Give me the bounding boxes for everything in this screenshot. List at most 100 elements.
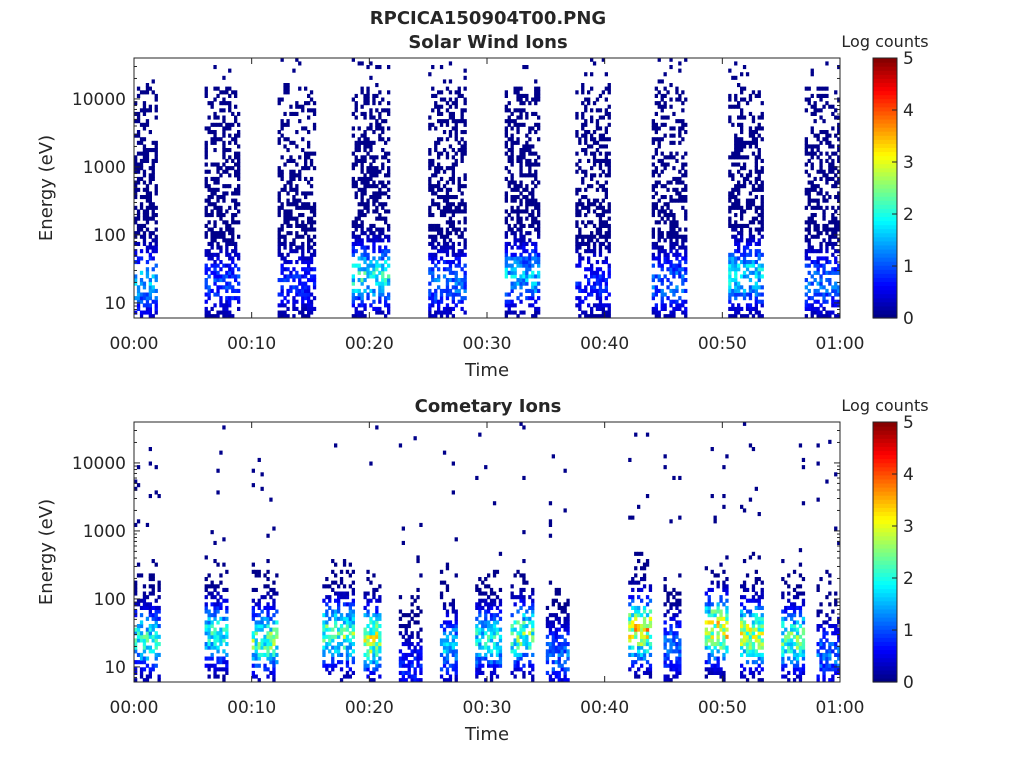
heatmap-cell <box>357 314 361 319</box>
heatmap-cell <box>737 198 741 203</box>
heatmap-cell <box>366 263 370 268</box>
heatmap-cell <box>351 591 355 596</box>
heatmap-cell <box>363 278 367 283</box>
heatmap-cell <box>339 660 344 665</box>
heatmap-cell <box>134 296 138 301</box>
heatmap-cell <box>510 126 514 131</box>
heatmap-cell <box>545 652 550 657</box>
heatmap-cell <box>487 605 491 610</box>
heatmap-cell <box>731 314 735 319</box>
heatmap-cell <box>684 260 688 265</box>
heatmap-cell <box>519 231 523 236</box>
heatmap-cell <box>445 678 450 683</box>
heatmap-cell <box>207 101 211 106</box>
heatmap-cell <box>525 115 529 120</box>
heatmap-cell <box>407 645 411 650</box>
heatmap-cell <box>510 187 514 192</box>
heatmap-cell <box>351 627 355 632</box>
heatmap-cell <box>531 678 535 683</box>
heatmap-cell <box>228 296 232 301</box>
heatmap-cell <box>269 627 273 632</box>
heatmap-cell <box>757 292 761 297</box>
heatmap-cell <box>237 252 241 257</box>
heatmap-cell <box>154 144 158 149</box>
heatmap-cell <box>280 270 284 275</box>
heatmap-cell <box>445 249 450 254</box>
heatmap-cell <box>592 314 597 319</box>
heatmap-cell <box>528 223 532 228</box>
heatmap-cell <box>525 198 529 203</box>
heatmap-cell <box>351 598 355 603</box>
heatmap-cell <box>516 115 520 120</box>
heatmap-cell <box>663 115 667 120</box>
heatmap-cell <box>581 83 585 88</box>
colorbar-segment <box>873 253 897 258</box>
heatmap-cell <box>257 457 261 462</box>
heatmap-cell <box>813 234 817 239</box>
heatmap-cell <box>410 595 414 600</box>
heatmap-cell <box>478 609 482 614</box>
heatmap-cell <box>681 166 685 171</box>
heatmap-cell <box>740 231 744 236</box>
heatmap-cell <box>136 180 141 185</box>
heatmap-cell <box>531 270 535 275</box>
heatmap-cell <box>283 86 287 91</box>
heatmap-cell <box>463 122 467 127</box>
heatmap-cell <box>378 90 382 95</box>
heatmap-cell <box>213 148 217 153</box>
heatmap-cell <box>537 180 541 185</box>
heatmap-cell <box>234 115 238 120</box>
heatmap-cell <box>584 205 588 210</box>
heatmap-cell <box>448 645 453 650</box>
heatmap-cell <box>366 656 370 661</box>
heatmap-cell <box>277 169 281 174</box>
heatmap-cell <box>737 184 741 189</box>
heatmap-cell <box>669 267 673 272</box>
heatmap-cell <box>207 220 211 225</box>
heatmap-cell <box>807 86 811 91</box>
heatmap-cell <box>413 598 417 603</box>
heatmap-cell <box>560 652 564 657</box>
heatmap-cell <box>375 173 379 178</box>
heatmap-cell <box>819 115 823 120</box>
heatmap-cell <box>410 660 414 665</box>
heatmap-cell <box>272 634 276 639</box>
heatmap-cell <box>286 252 290 257</box>
heatmap-cell <box>301 213 305 218</box>
heatmap-cell <box>304 231 308 236</box>
heatmap-cell <box>651 137 655 142</box>
heatmap-cell <box>134 667 138 672</box>
heatmap-cell <box>345 656 350 661</box>
heatmap-cell <box>513 642 517 647</box>
heatmap-cell <box>325 577 329 582</box>
heatmap-cell <box>595 274 600 279</box>
heatmap-cell <box>372 115 376 120</box>
heatmap-cell <box>557 670 561 675</box>
heatmap-cell <box>519 587 523 592</box>
heatmap-cell <box>757 249 761 254</box>
heatmap-cell <box>342 595 347 600</box>
heatmap-cell <box>531 631 535 636</box>
heatmap-cell <box>669 220 673 225</box>
heatmap-cell <box>372 638 376 643</box>
heatmap-cell <box>360 296 364 301</box>
heatmap-cell <box>351 57 355 62</box>
heatmap-cell <box>807 303 811 308</box>
heatmap-cell <box>231 288 235 293</box>
heatmap-cell <box>404 624 408 629</box>
heatmap-cell <box>607 306 611 311</box>
heatmap-cell <box>292 216 296 221</box>
heatmap-cell <box>584 173 588 178</box>
heatmap-cell <box>431 252 435 257</box>
heatmap-cell <box>157 494 161 499</box>
heatmap-cell <box>487 584 491 589</box>
heatmap-cell <box>742 260 747 265</box>
heatmap-cell <box>654 205 658 210</box>
heatmap-cell <box>669 195 673 200</box>
heatmap-cell <box>578 166 582 171</box>
heatmap-cell <box>280 176 284 181</box>
heatmap-cell <box>551 642 555 647</box>
heatmap-cell <box>139 652 144 657</box>
heatmap-cell <box>234 213 238 218</box>
heatmap-cell <box>428 306 432 311</box>
